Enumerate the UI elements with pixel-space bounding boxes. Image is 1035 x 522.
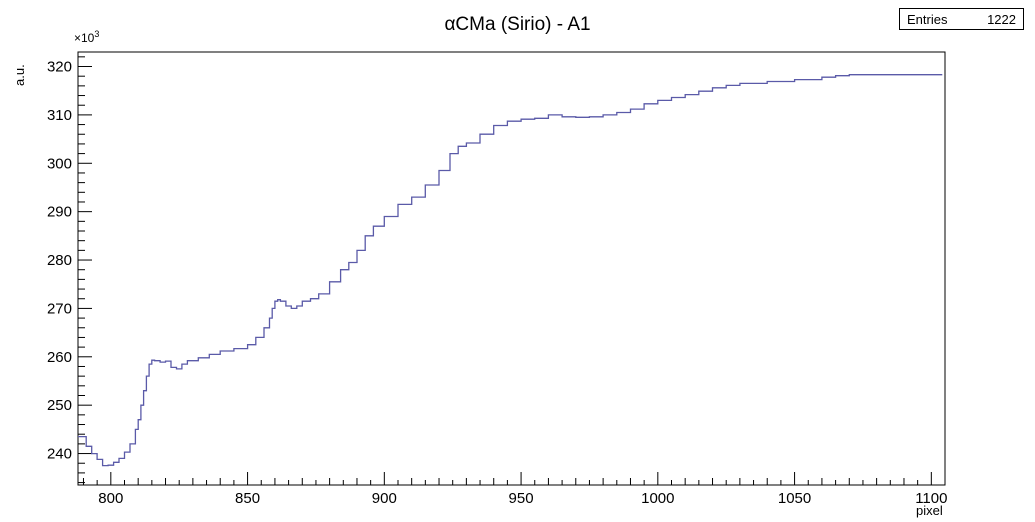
x-tick-label: 850 xyxy=(235,490,260,507)
y-multiplier-base: ×10 xyxy=(74,31,95,45)
y-tick-label: 260 xyxy=(47,349,72,366)
x-tick-label: 800 xyxy=(98,490,123,507)
y-tick-label: 290 xyxy=(47,204,72,221)
y-tick-label: 310 xyxy=(47,107,72,124)
y-tick-label: 300 xyxy=(47,155,72,172)
stats-label: Entries xyxy=(907,11,948,27)
x-tick-label: 1100 xyxy=(915,490,947,507)
y-multiplier-exponent: 3 xyxy=(94,29,100,39)
y-tick-label: 280 xyxy=(47,252,72,269)
y-axis-multiplier: ×103 xyxy=(74,29,99,45)
chart-title: αCMa (Sirio) - A1 xyxy=(444,14,591,35)
x-tick-label: 1000 xyxy=(641,490,674,507)
y-tick-label: 250 xyxy=(47,397,72,414)
y-tick-label: 240 xyxy=(47,446,72,463)
x-tick-label: 900 xyxy=(372,490,397,507)
stats-box: Entries 1222 xyxy=(899,8,1024,30)
x-tick-label: 1050 xyxy=(778,490,811,507)
plot-frame xyxy=(77,51,946,486)
stats-value: 1222 xyxy=(987,11,1016,27)
y-axis-label: a.u. xyxy=(12,64,27,86)
tick-labels: 800 850 900 950 1000 1050 1100 240 250 260 270 280 2… xyxy=(47,59,947,507)
y-tick-label: 320 xyxy=(47,59,72,76)
series-line xyxy=(78,74,943,467)
x-axis-label: pixel xyxy=(916,503,943,518)
axis-ticks xyxy=(78,56,946,485)
x-tick-label: 950 xyxy=(509,490,534,507)
y-tick-label: 270 xyxy=(47,300,72,317)
